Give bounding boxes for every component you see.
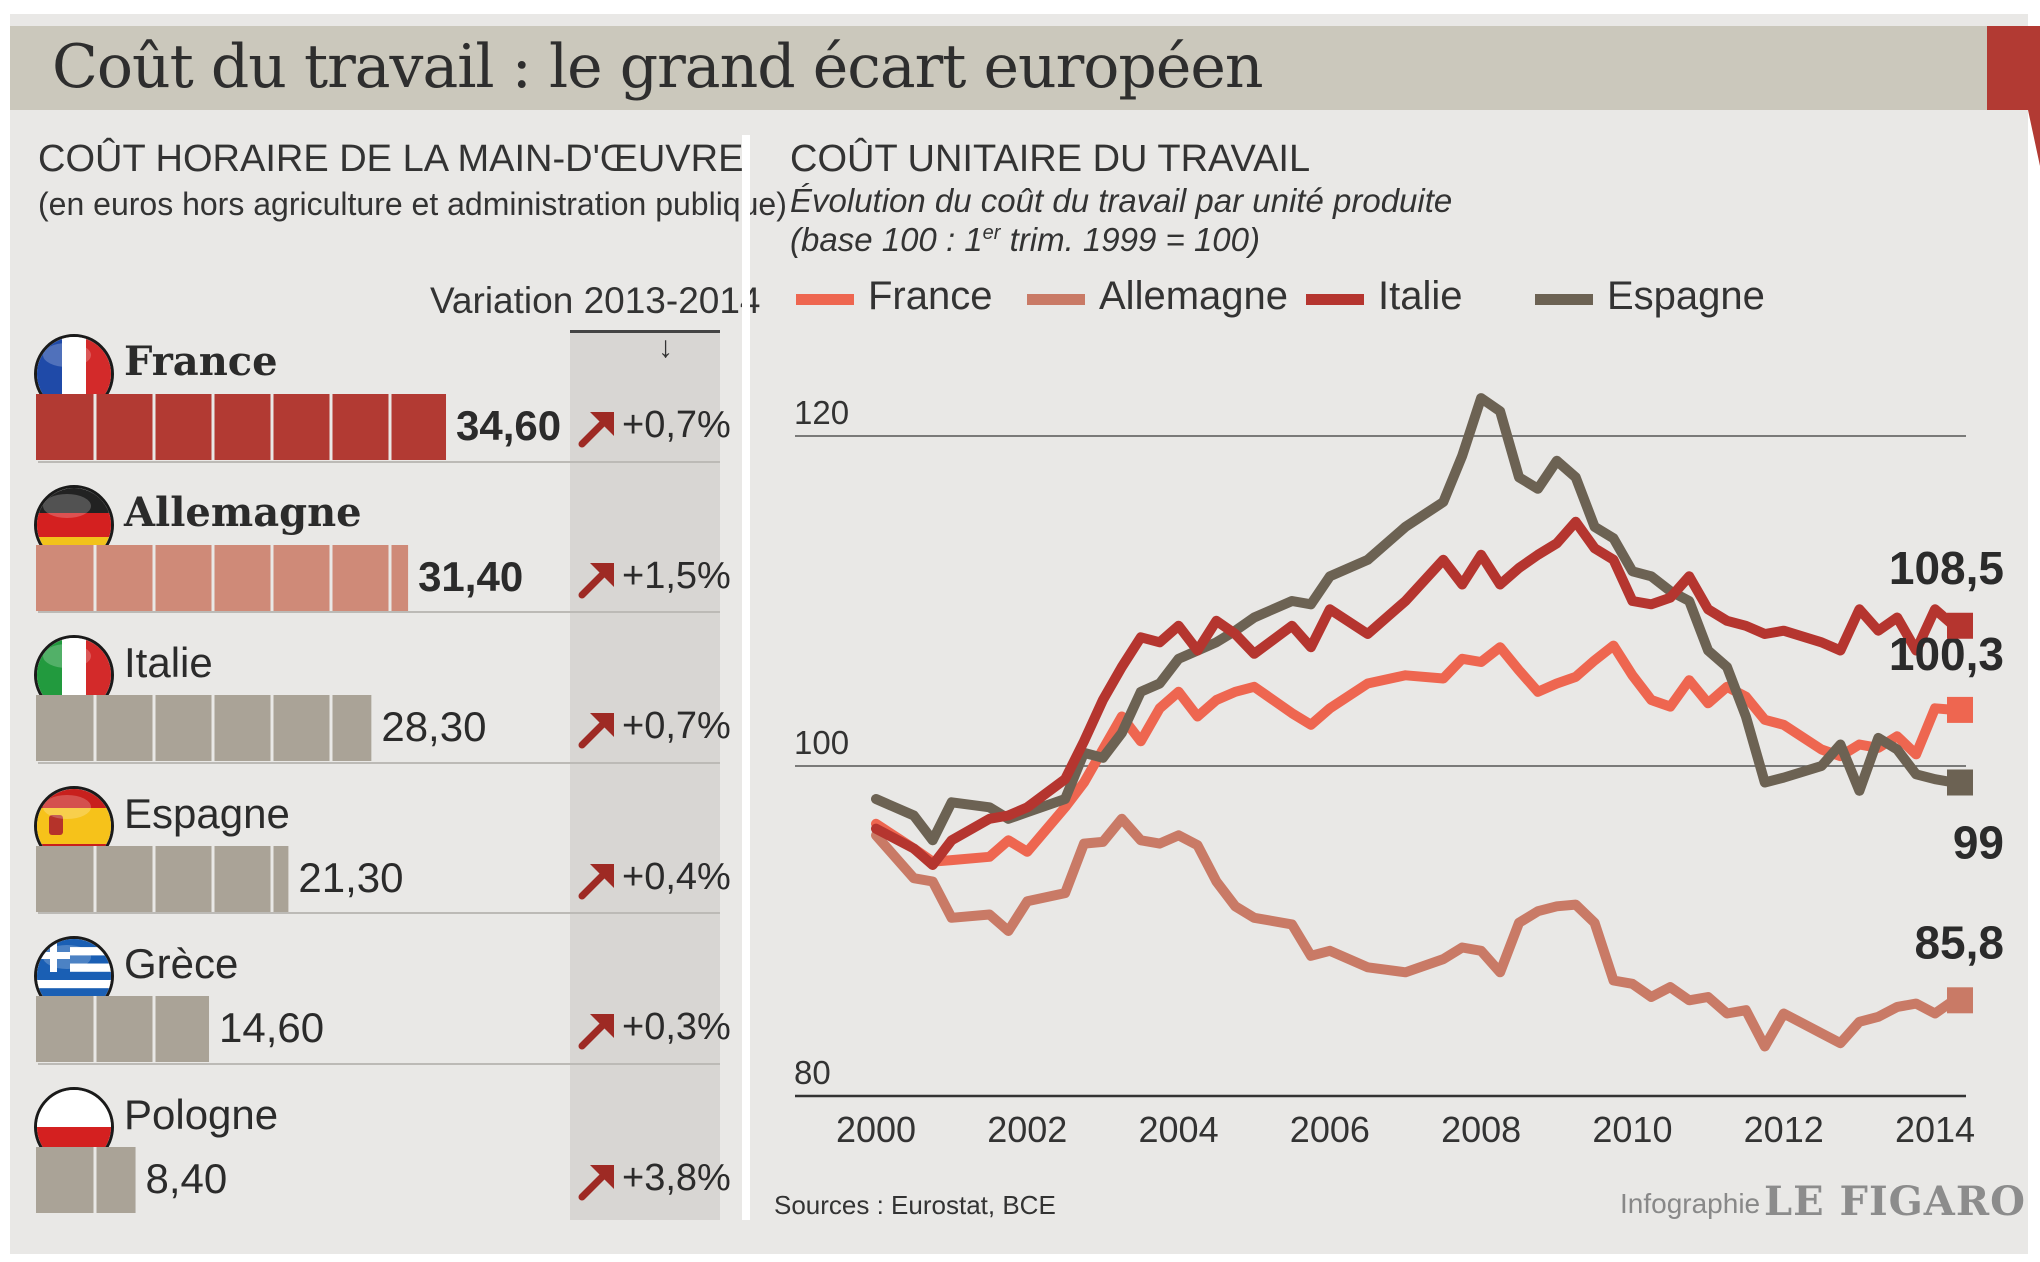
country-name: Pologne — [124, 1090, 279, 1138]
legend-label: Italie — [1378, 274, 1463, 318]
end-value-label: 108,5 — [1889, 542, 2004, 594]
end-marker — [1947, 987, 1973, 1014]
end-value-label: 100,3 — [1889, 628, 2004, 680]
x-tick-label: 2006 — [1290, 1109, 1370, 1150]
end-value-label: 99 — [1953, 817, 2004, 869]
row-separator — [38, 1062, 720, 1065]
trend-up-arrow-icon — [578, 562, 614, 598]
row-separator — [38, 912, 720, 914]
variation-value: +0,7% — [622, 404, 731, 446]
country-name: Italie — [124, 639, 213, 686]
country-row: Pologne 8,40 +3,8% — [0, 1086, 740, 1237]
legend-label: France — [868, 274, 993, 318]
cost-bar — [36, 394, 447, 460]
country-row: Espagne 21,30 +0,4% — [0, 785, 740, 936]
x-tick-label: 2002 — [987, 1109, 1067, 1150]
cost-bar — [36, 695, 372, 761]
cost-bar — [36, 544, 409, 611]
variation-value: +0,4% — [622, 855, 731, 898]
variation-value: +3,8% — [622, 1156, 731, 1199]
cost-value: 21,30 — [298, 853, 404, 901]
trend-up-arrow-icon — [578, 1164, 614, 1200]
trend-up-arrow-icon — [578, 863, 614, 899]
variation-value: +0,7% — [622, 705, 731, 747]
row-separator — [38, 761, 720, 764]
row-separator — [38, 611, 720, 613]
x-tick-label: 2014 — [1895, 1109, 1975, 1150]
end-marker — [1947, 696, 1973, 723]
legend-label: Allemagne — [1099, 274, 1289, 318]
right-panel-title: COÛT UNITAIRE DU TRAVAIL — [790, 138, 1311, 180]
page-title: Coût du travail : le grand écart europée… — [52, 32, 1263, 102]
series-line-france — [871, 640, 1959, 867]
variation-value: +1,5% — [622, 554, 731, 597]
x-tick-label: 2008 — [1441, 1109, 1521, 1150]
cost-value: 28,30 — [381, 703, 487, 750]
legend-label: Espagne — [1607, 274, 1765, 318]
cost-bar — [36, 1146, 136, 1213]
cost-value: 8,40 — [145, 1154, 228, 1202]
variation-value: +0,3% — [622, 1006, 731, 1048]
x-tick-label: 2000 — [836, 1109, 916, 1150]
y-tick-label: 80 — [794, 1054, 831, 1091]
cost-value: 14,60 — [219, 1004, 325, 1051]
panel-divider — [742, 135, 750, 1220]
variation-column-rule — [570, 330, 720, 333]
country-row: France 34,60 +0,7% — [0, 334, 740, 484]
country-name: Grèce — [124, 940, 239, 987]
corner-ribbon — [1987, 26, 2040, 166]
left-panel-title: COÛT HORAIRE DE LA MAIN-D'ŒUVRE — [38, 138, 744, 180]
x-tick-label: 2004 — [1139, 1109, 1219, 1150]
country-row: Allemagne 31,40 +1,5% — [0, 484, 740, 635]
y-tick-label: 100 — [794, 724, 849, 761]
y-tick-label: 120 — [794, 394, 849, 431]
variation-column — [570, 332, 720, 1220]
legend-swatch — [1027, 294, 1085, 305]
country-name: Espagne — [124, 789, 290, 837]
trend-up-arrow-icon — [578, 1014, 614, 1050]
country-row: Italie 28,30 +0,7% — [0, 635, 740, 785]
cost-value: 31,40 — [418, 552, 524, 600]
series-line-allemagne — [871, 813, 1959, 1052]
x-tick-label: 2010 — [1592, 1109, 1672, 1150]
legend-swatch — [796, 294, 854, 305]
cost-bar — [36, 996, 210, 1062]
credit-prefix: Infographie — [1620, 1188, 1761, 1219]
right-panel-base-note: (base 100 : 1er trim. 1999 = 100) — [790, 221, 1260, 258]
left-panel-subtitle: (en euros hors agriculture et administra… — [38, 186, 787, 222]
trend-up-arrow-icon — [578, 412, 614, 448]
trend-up-arrow-icon — [578, 713, 614, 749]
country-name: Allemagne — [124, 488, 362, 536]
credit-brand-logo: LE FIGARO — [1764, 1178, 2026, 1225]
sources-note: Sources : Eurostat, BCE — [774, 1190, 1056, 1220]
legend-swatch — [1535, 294, 1593, 305]
end-marker — [1947, 612, 1973, 639]
end-value-label: 85,8 — [1914, 916, 2004, 968]
legend-swatch — [1306, 294, 1364, 305]
series-line-italie — [871, 516, 1959, 870]
end-marker — [1947, 769, 1973, 796]
country-name: France — [124, 338, 278, 385]
cost-bar — [36, 845, 289, 912]
down-arrow-icon: ↓ — [658, 331, 673, 364]
right-panel-subtitle: Évolution du coût du travail par unité p… — [790, 182, 1453, 219]
title-band — [10, 26, 2028, 110]
row-separator — [38, 460, 720, 463]
series-line-espagne — [871, 393, 1959, 846]
x-tick-label: 2012 — [1744, 1109, 1824, 1150]
country-row: Grèce 14,60 +0,3% — [0, 936, 740, 1086]
infographic-panel — [10, 14, 2028, 1254]
cost-value: 34,60 — [456, 402, 562, 449]
variation-header: Variation 2013-2014 — [430, 280, 761, 321]
